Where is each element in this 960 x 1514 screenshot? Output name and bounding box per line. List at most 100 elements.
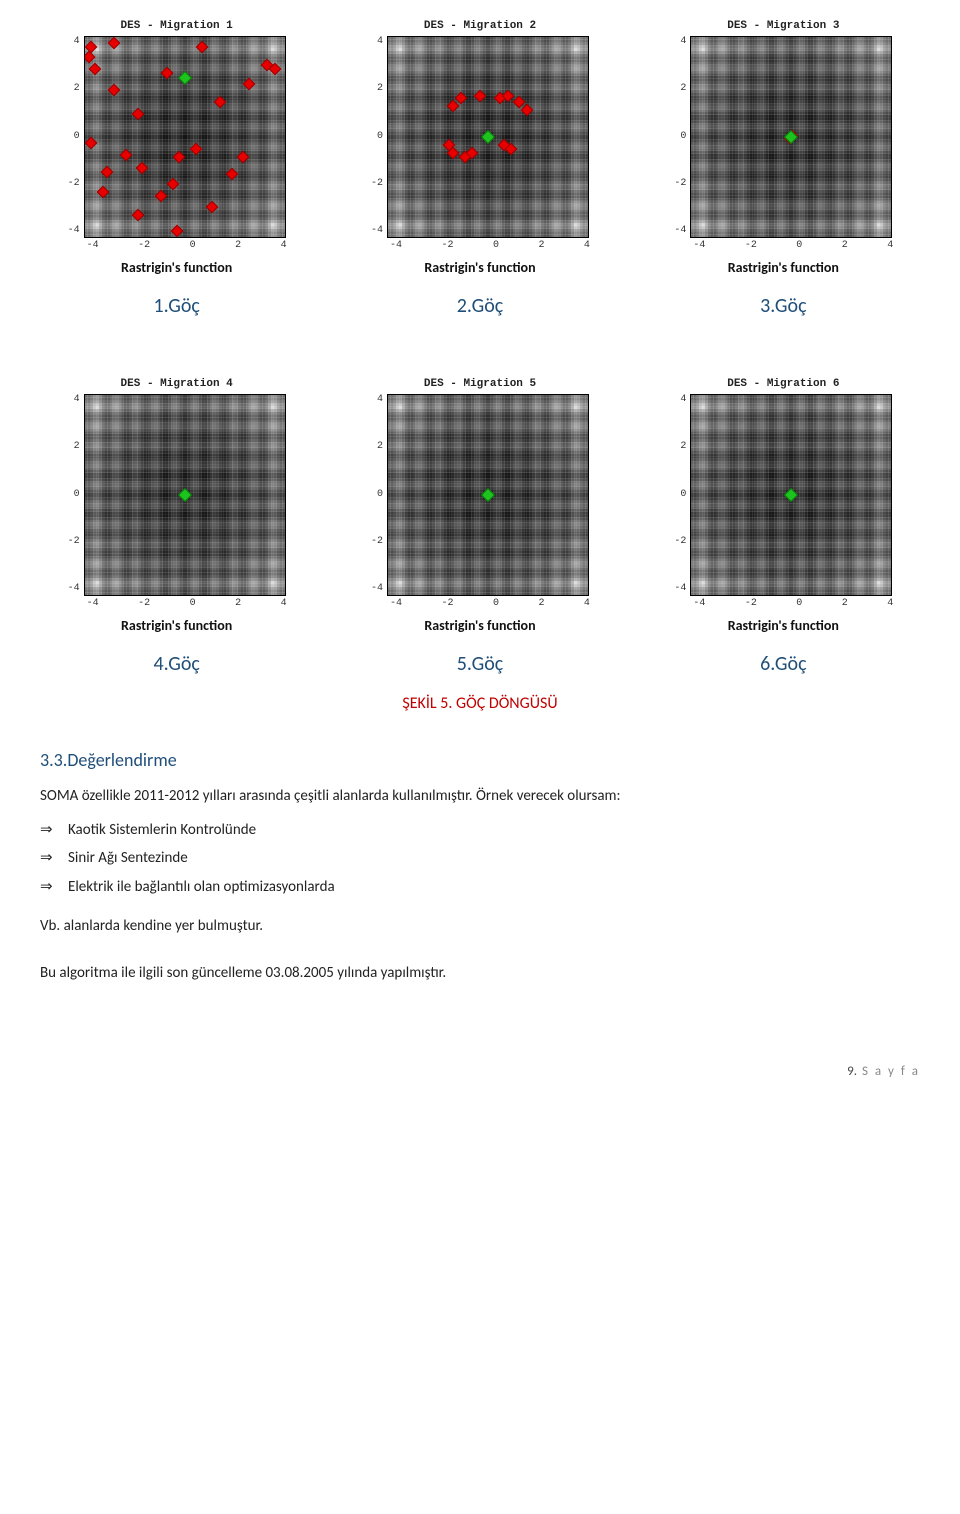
y-axis: 420-2-4 bbox=[68, 394, 84, 594]
section-heading: 3.3.Değerlendirme bbox=[40, 749, 920, 771]
y-tick: -2 bbox=[371, 536, 383, 547]
plot-wrap: 420-2-4 bbox=[371, 36, 589, 238]
x-axis: -4-2024 bbox=[693, 240, 893, 251]
x-tick: 0 bbox=[493, 598, 499, 609]
y-tick: -2 bbox=[674, 536, 686, 547]
paragraph-vb: Vb. alanlarda kendine yer bulmuştur. bbox=[40, 915, 920, 938]
double-arrow-icon: ⇒ bbox=[40, 816, 68, 845]
x-tick: -2 bbox=[138, 598, 150, 609]
plot-area bbox=[690, 394, 892, 596]
x-tick: 4 bbox=[584, 598, 590, 609]
y-tick: 0 bbox=[74, 131, 80, 142]
y-tick: -4 bbox=[674, 225, 686, 236]
paragraph-intro: SOMA özellikle 2011-2012 yılları arasınd… bbox=[40, 785, 920, 808]
figure-caption: ŞEKİL 5. GÖÇ DÖNGÜSÜ bbox=[40, 694, 920, 713]
plot-title: DES - Migration 3 bbox=[727, 20, 839, 32]
y-axis: 4 2 0 -2 -4 bbox=[371, 394, 387, 594]
migration-label: 3.Göç bbox=[760, 294, 806, 318]
double-arrow-icon: ⇒ bbox=[40, 873, 68, 902]
x-axis: -4-2024 bbox=[390, 240, 590, 251]
x-tick: -2 bbox=[745, 598, 757, 609]
plot-wrap: 420-2-4 bbox=[68, 36, 286, 238]
double-arrow-icon: ⇒ bbox=[40, 844, 68, 873]
migration-label: 1.Göç bbox=[153, 294, 199, 318]
y-axis: 420-2-4 bbox=[371, 36, 387, 236]
function-label: Rastrigin's function bbox=[728, 259, 839, 276]
x-axis: -4 -2 0 2 4 bbox=[87, 240, 287, 251]
migration-label: 4.Göç bbox=[153, 652, 199, 676]
page-number: 9. bbox=[847, 1064, 857, 1079]
plot-wrap: 4 2 0 -2 -4 bbox=[371, 394, 589, 596]
x-tick: -2 bbox=[441, 240, 453, 251]
plot-area bbox=[387, 36, 589, 238]
x-tick: 4 bbox=[584, 240, 590, 251]
x-tick: 0 bbox=[796, 598, 802, 609]
page-footer: 9. S a y f a bbox=[40, 1064, 920, 1079]
y-tick: 4 bbox=[74, 394, 80, 405]
x-tick: 0 bbox=[190, 240, 196, 251]
bullet-item: ⇒Kaotik Sistemlerin Kontrolünde bbox=[40, 816, 920, 845]
y-tick: 4 bbox=[74, 36, 80, 47]
plot-title: DES - Migration 1 bbox=[121, 20, 233, 32]
plot-area bbox=[84, 36, 286, 238]
y-tick: -4 bbox=[674, 583, 686, 594]
y-tick: -2 bbox=[674, 178, 686, 189]
y-axis: 420-2-4 bbox=[674, 36, 690, 236]
y-tick: 0 bbox=[377, 131, 383, 142]
x-axis: -4 -2 0 2 4 bbox=[693, 598, 893, 609]
y-tick: -4 bbox=[68, 583, 80, 594]
y-axis: 420-2-4 bbox=[68, 36, 84, 236]
x-axis: -4-2024 bbox=[87, 598, 287, 609]
plot-title: DES - Migration 2 bbox=[424, 20, 536, 32]
bullet-item: ⇒Sinir Ağı Sentezinde bbox=[40, 844, 920, 873]
plot-area bbox=[84, 394, 286, 596]
x-tick: 4 bbox=[281, 598, 287, 609]
x-tick: 2 bbox=[235, 240, 241, 251]
y-tick: 4 bbox=[377, 394, 383, 405]
y-tick: 2 bbox=[377, 441, 383, 452]
y-tick: 2 bbox=[74, 83, 80, 94]
y-tick: 0 bbox=[377, 489, 383, 500]
x-tick: 4 bbox=[281, 240, 287, 251]
x-tick: 4 bbox=[887, 240, 893, 251]
plot-area bbox=[387, 394, 589, 596]
plot-cell-6: DES - Migration 6420-2-4-4-2024Rastrigin… bbox=[673, 378, 893, 676]
y-tick: -2 bbox=[68, 536, 80, 547]
x-tick: -2 bbox=[745, 240, 757, 251]
x-tick: -4 bbox=[693, 240, 705, 251]
x-tick: 2 bbox=[538, 240, 544, 251]
x-tick: -4 bbox=[87, 240, 99, 251]
x-tick: -4 bbox=[390, 598, 402, 609]
y-tick: 2 bbox=[74, 441, 80, 452]
x-tick: 4 bbox=[887, 598, 893, 609]
x-tick: 2 bbox=[842, 598, 848, 609]
plot-cell-3: DES - Migration 3420-2-4-4-2024Rastrigin… bbox=[673, 20, 893, 318]
x-tick: -4 bbox=[693, 598, 705, 609]
function-label: Rastrigin's function bbox=[121, 617, 232, 634]
y-tick: -4 bbox=[371, 583, 383, 594]
function-label: Rastrigin's function bbox=[728, 617, 839, 634]
plot-title: DES - Migration 6 bbox=[727, 378, 839, 390]
y-tick: 2 bbox=[680, 83, 686, 94]
y-tick: 4 bbox=[377, 36, 383, 47]
x-tick: -2 bbox=[441, 598, 453, 609]
plot-wrap: 420-2-4 bbox=[674, 394, 892, 596]
y-tick: 4 bbox=[680, 394, 686, 405]
paragraph-update: Bu algoritma ile ilgili son güncelleme 0… bbox=[40, 962, 920, 985]
y-tick: -2 bbox=[371, 178, 383, 189]
migration-label: 6.Göç bbox=[760, 652, 806, 676]
bullet-item: ⇒Elektrik ile bağlantılı olan optimizasy… bbox=[40, 873, 920, 902]
x-tick: -4 bbox=[87, 598, 99, 609]
x-tick: -2 bbox=[138, 240, 150, 251]
function-label: Rastrigin's function bbox=[424, 617, 535, 634]
plot-cell-4: DES - Migration 4420-2-4-4-2024Rastrigin… bbox=[67, 378, 287, 676]
y-axis: 420-2-4 bbox=[674, 394, 690, 594]
bullet-text: Kaotik Sistemlerin Kontrolünde bbox=[68, 816, 256, 845]
migration-label: 2.Göç bbox=[457, 294, 503, 318]
x-tick: 2 bbox=[842, 240, 848, 251]
x-tick: 0 bbox=[190, 598, 196, 609]
plot-cell-5: DES - Migration 5420-2-4-4-2024Rastrigin… bbox=[370, 378, 590, 676]
y-tick: -4 bbox=[371, 225, 383, 236]
migration-label: 5.Göç bbox=[457, 652, 503, 676]
y-tick: 0 bbox=[680, 489, 686, 500]
